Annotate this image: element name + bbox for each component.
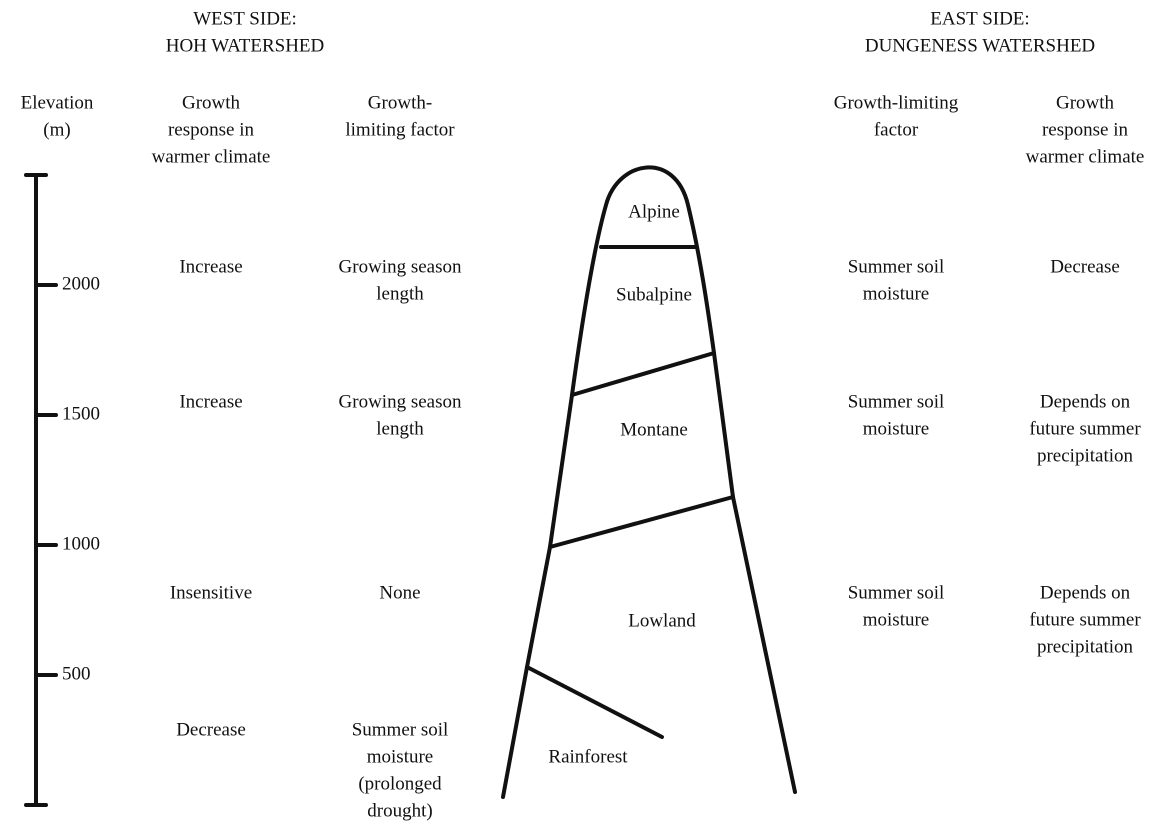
section-header: EAST SIDE: (930, 8, 1029, 29)
section-header: DUNGENESS WATERSHED (865, 35, 1095, 56)
elevation-label: 1500 (62, 403, 100, 424)
zone-boundary (570, 351, 716, 397)
limiting-factor: (prolonged (358, 773, 442, 794)
limiting-factor: drought) (367, 800, 432, 821)
limiting-factor: Summer soil (848, 582, 945, 603)
growth-response: Insensitive (170, 582, 252, 603)
zone-label: Alpine (628, 201, 680, 222)
growth-response: Decrease (176, 719, 246, 740)
limiting-factor: Growing season (339, 256, 462, 277)
column-header: response in (168, 119, 255, 140)
column-header: warmer climate (152, 146, 271, 167)
limiting-factor: Growing season (339, 391, 462, 412)
section-header: WEST SIDE: (193, 8, 297, 29)
column-header: Elevation (21, 92, 94, 113)
mountain-outline (501, 165, 797, 799)
limiting-factor: moisture (863, 609, 930, 630)
zone-boundary (548, 495, 735, 549)
zone-boundary (525, 665, 664, 739)
limiting-factor: moisture (367, 746, 434, 767)
column-header: (m) (43, 119, 70, 140)
growth-response: Depends on (1040, 582, 1131, 603)
zone-label: Montane (620, 419, 688, 440)
column-header: Growth (1056, 92, 1115, 113)
column-header: factor (874, 119, 919, 140)
section-header: HOH WATERSHED (166, 35, 325, 56)
limiting-factor: moisture (863, 283, 930, 304)
growth-response: future summer (1029, 609, 1141, 630)
column-header: limiting factor (345, 119, 455, 140)
growth-response: Decrease (1050, 256, 1120, 277)
limiting-factor: None (379, 582, 420, 603)
column-header: Growth-limiting (834, 92, 959, 113)
zone-label: Subalpine (616, 284, 692, 305)
column-header: warmer climate (1026, 146, 1145, 167)
column-header: Growth (182, 92, 241, 113)
growth-response: Depends on (1040, 391, 1131, 412)
limiting-factor: length (376, 283, 424, 304)
limiting-factor: Summer soil (848, 256, 945, 277)
growth-response: future summer (1029, 418, 1141, 439)
limiting-factor: Summer soil (352, 719, 449, 740)
elevation-label: 1000 (62, 533, 100, 554)
growth-response: Increase (179, 391, 242, 412)
zone-label: Lowland (628, 610, 696, 631)
column-header: response in (1042, 119, 1129, 140)
growth-response: precipitation (1037, 636, 1134, 657)
limiting-factor: Summer soil (848, 391, 945, 412)
growth-response: precipitation (1037, 445, 1134, 466)
elevation-label: 2000 (62, 273, 100, 294)
elevation-label: 500 (62, 663, 91, 684)
column-header: Growth- (368, 92, 432, 113)
zone-label: Rainforest (548, 746, 628, 767)
growth-response: Increase (179, 256, 242, 277)
limiting-factor: length (376, 418, 424, 439)
limiting-factor: moisture (863, 418, 930, 439)
